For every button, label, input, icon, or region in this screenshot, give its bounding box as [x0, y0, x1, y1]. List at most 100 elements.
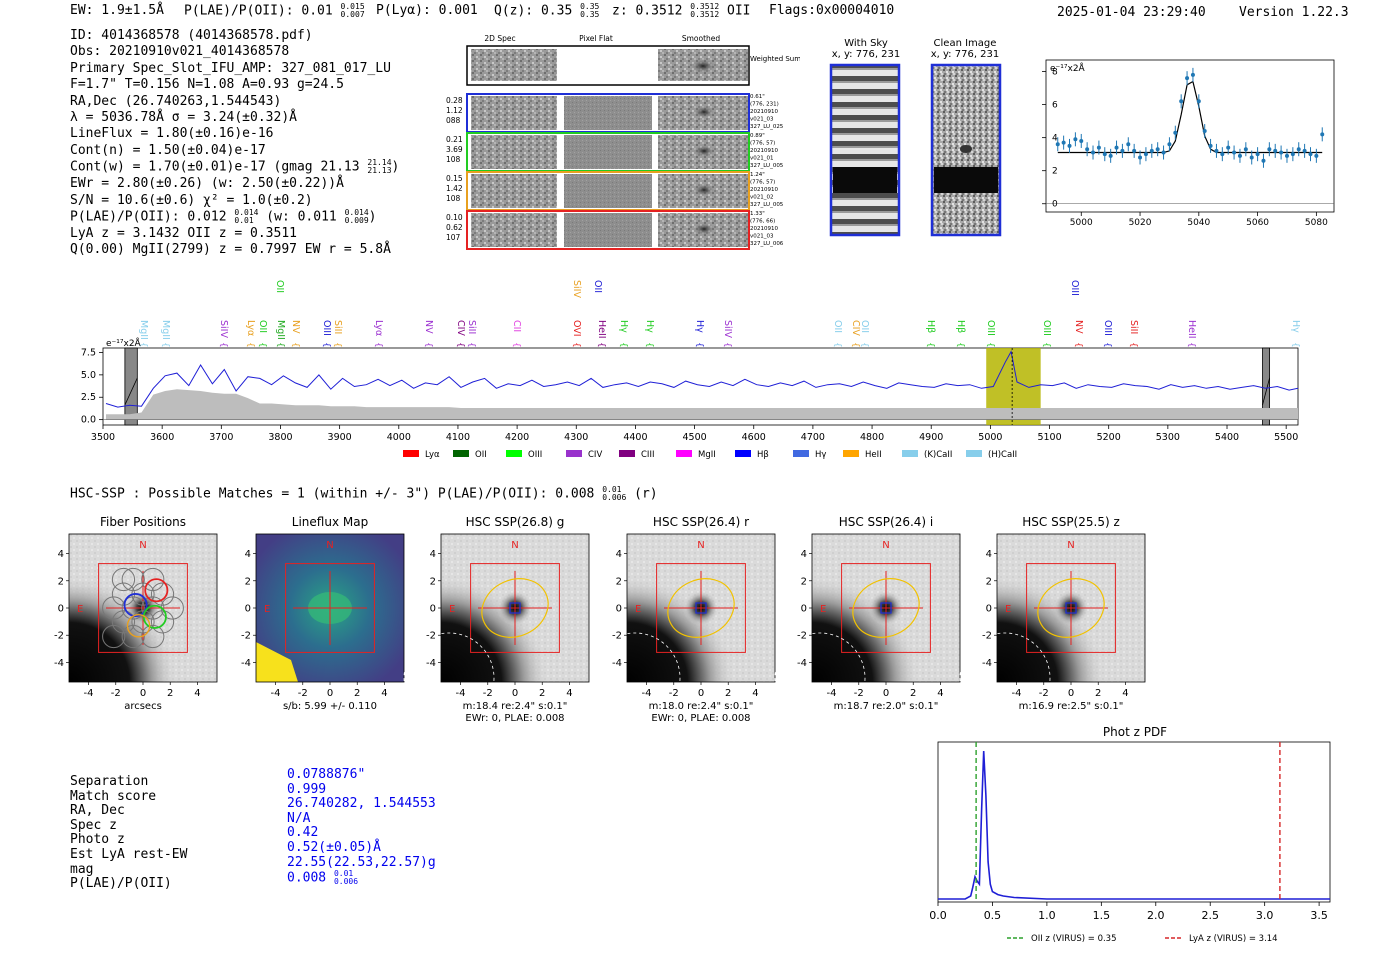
panel-xtick-label: -2 — [669, 688, 679, 699]
cutout-row-right-meta: (776, 57) — [750, 180, 775, 186]
cutout-row-right-meta: 20210910 — [750, 109, 778, 115]
masked-region — [1262, 347, 1271, 426]
pdf-xtick-label: 0.5 — [984, 909, 1002, 922]
info-plae-w-sub: 0.009 — [344, 215, 369, 225]
cutout-row-left-stat: 0.62 — [446, 223, 463, 232]
spectral-line-brace: { — [1073, 342, 1083, 348]
zoom-data-point — [1061, 140, 1066, 145]
header-plae-sup: 0.015 — [340, 2, 365, 11]
cutout-header-smoothed: Smoothed — [682, 34, 721, 43]
full-ytick-label: 2.5 — [81, 392, 96, 403]
fiber-circle — [150, 610, 175, 634]
info-contw-sup: 21.14 — [367, 158, 392, 168]
panel-aperture-square — [656, 563, 746, 653]
panel-bright-star — [997, 574, 1107, 682]
full-xtick-label: 5000 — [978, 432, 1002, 443]
header-z-text: z: 0.3512 — [612, 3, 683, 19]
panel-title: HSC SSP(26.4) i — [839, 515, 934, 529]
pdf-frame — [937, 741, 1331, 903]
match-value-separation: 0.0788876" — [287, 767, 366, 782]
zoom-data-point — [1202, 129, 1207, 134]
panel-ytick-label: 4 — [801, 549, 807, 560]
header-qz-sup: 0.35 — [580, 2, 600, 11]
panel-xtick-label: 0 — [1068, 688, 1074, 699]
panel-east-label: E — [77, 604, 83, 615]
zoom-ytick-label: 0 — [1052, 200, 1058, 210]
header-plae-text: P(LAE)/P(OII): 0.01 — [184, 3, 333, 19]
panel-star-mask — [959, 632, 1051, 724]
spectral-line-brace: { — [423, 342, 433, 348]
spectral-line-label: SiIV — [722, 320, 733, 338]
panel-galaxy-ellipse — [1037, 578, 1105, 638]
spectral-line-label: OII — [859, 320, 870, 333]
cutout-row-right-meta: 1.24" — [750, 172, 765, 178]
clean-image-xy: x, y: 776, 231 — [930, 49, 1000, 60]
full-xtick-label: 4300 — [564, 432, 588, 443]
panel-xtick-label: -4 — [456, 688, 466, 699]
panel-xlabel: m:16.9 re:2.5" s:0.1" — [1019, 701, 1124, 712]
panel-xtick-label: 0 — [698, 688, 704, 699]
legend-label: Lyα — [425, 450, 440, 460]
zoom-data-point — [1114, 145, 1119, 150]
spectral-line-label: Hβ — [955, 320, 966, 333]
zoom-content: 5000 5020 5040 5060 5080 0 2 4 6 8 — [1042, 68, 1334, 228]
pdf-legend-label: LyA z (VIRUS) = 3.14 — [1189, 934, 1278, 944]
cutout-row-right-meta: 0.61" — [750, 94, 765, 100]
legend-swatch — [453, 450, 469, 457]
zoom-data-point — [1284, 153, 1289, 158]
panel-ytick-label: 4 — [245, 549, 251, 560]
fiber-circle — [121, 624, 145, 649]
match-key-photoz: Photo z — [70, 832, 125, 848]
zoom-data-point — [1055, 142, 1060, 147]
header-version: Version 1.22.3 — [1239, 5, 1349, 20]
cutout-row-left-stat: 3.69 — [446, 145, 463, 154]
legend-label: Hβ — [757, 450, 769, 460]
spectral-line-label-upper: OII — [592, 280, 603, 293]
panel-ytick-label: 0 — [245, 604, 251, 615]
fiber-circle — [141, 596, 165, 620]
full-spectrum: MgII{MgII{SiIV{Lyα{OII{MgII{NV{OIII{SiII… — [81, 280, 1301, 460]
spectral-line-brace: { — [596, 342, 606, 348]
zoom-data-point — [1079, 138, 1084, 143]
panel-north-label: N — [326, 540, 333, 551]
panel-xlabel: m:18.7 re:2.0" s:0.1" — [834, 701, 939, 712]
spectral-line-label: NV — [423, 320, 434, 334]
cutout-row-right-meta: (776, 66) — [750, 219, 775, 225]
panel-ytick-label: -4 — [797, 658, 807, 669]
cutout-header-2dspec: 2D Spec — [484, 34, 515, 43]
cutout-row-right-meta: 327_LU_025 — [750, 124, 784, 130]
spectral-line-brace: { — [694, 342, 704, 348]
panel-north-label: N — [697, 540, 704, 551]
fiber-circle — [121, 567, 145, 592]
spectral-line-brace: { — [373, 342, 383, 348]
pdf-xtick-label: 3.5 — [1310, 909, 1328, 922]
zoom-xtick-label: 5040 — [1187, 218, 1210, 228]
zoom-data-point — [1167, 142, 1172, 147]
spectral-line-brace: { — [850, 342, 860, 348]
spectral-line-brace: { — [985, 342, 995, 348]
spectral-line-brace: { — [138, 342, 148, 348]
match-key-score: Match score — [70, 788, 157, 804]
panel-xtick-label: 4 — [381, 688, 387, 699]
zoom-data-point — [1096, 145, 1101, 150]
fiber-circle — [150, 582, 175, 606]
clean-image-title: Clean Image — [933, 38, 997, 49]
panel-ytick-label: -2 — [426, 631, 436, 642]
panel-xlabel: arcsecs — [124, 701, 162, 712]
panel-aperture-square — [1026, 563, 1116, 653]
panel-ytick-label: 0 — [801, 604, 807, 615]
cutout-row-left-stat: 0.28 — [446, 96, 463, 105]
zoom-data-point — [1091, 150, 1096, 155]
spectral-line-labels: MgII{MgII{SiIV{Lyα{OII{MgII{NV{OIII{SiII… — [138, 280, 1301, 348]
zoom-data-point — [1220, 152, 1225, 157]
info-obs: Obs: 20210910v021_4014368578 — [70, 44, 290, 60]
spectral-line-label-upper: OII — [274, 280, 285, 293]
pdf-content: 0.0 0.5 1.0 1.5 2.0 2.5 3.0 3.5 OII z (VIRUS) = … — [929, 742, 1330, 944]
panel-xtick-label: 2 — [539, 688, 545, 699]
spectral-line-label: Hγ — [618, 320, 629, 333]
match-value-score: 0.999 — [287, 781, 327, 797]
full-ytick-label: 5.0 — [81, 370, 96, 381]
header-plae-sub: 0.007 — [340, 10, 365, 19]
zoom-data-point — [1237, 153, 1242, 158]
zoom-data-point — [1273, 148, 1278, 153]
